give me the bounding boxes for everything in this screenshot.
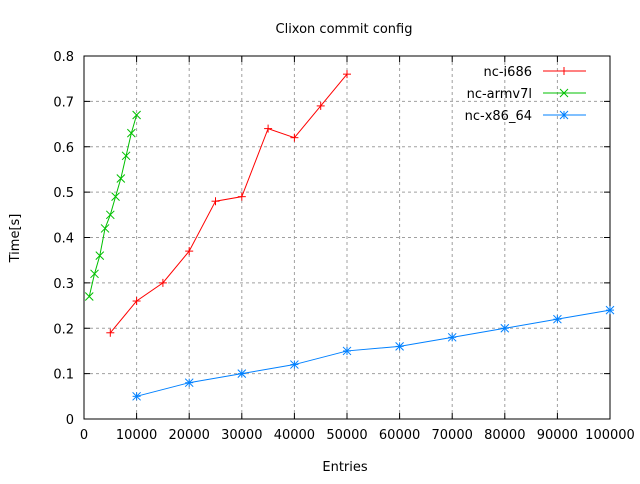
data-point-stroke: [121, 151, 131, 161]
x-tick-label: 50000: [326, 428, 367, 443]
data-point: [184, 378, 194, 388]
data-point-stroke: [116, 174, 126, 183]
data-point-stroke: [100, 224, 110, 233]
series-nc-armv7l: [84, 110, 141, 301]
data-point: [290, 133, 299, 142]
data-point-stroke: [605, 305, 615, 315]
data-point: [605, 305, 615, 315]
y-tick-label: 0: [66, 413, 74, 428]
data-point: [116, 174, 126, 183]
data-point-stroke: [184, 378, 194, 388]
x-tick-label: 80000: [484, 428, 525, 443]
legend-marker: [559, 110, 569, 120]
y-tick-label: 0.4: [53, 232, 74, 247]
data-point-stroke: [132, 391, 141, 401]
data-point: [264, 124, 273, 133]
data-point: [342, 346, 352, 356]
data-point-stroke: [395, 342, 404, 351]
series-group: [84, 70, 615, 401]
data-point-stroke: [553, 314, 562, 324]
chart-title: Clixon commit config: [276, 22, 413, 37]
data-point-stroke: [500, 323, 510, 333]
legend: nc-i686 nc-armv7l nc-x86_64: [465, 65, 586, 124]
x-axis-label: Entries: [322, 460, 368, 475]
y-tick-label: 0.7: [53, 95, 74, 110]
legend-label: nc-armv7l: [467, 87, 532, 102]
x-tick-label: 20000: [169, 428, 210, 443]
x-tick-label: 0: [80, 428, 88, 443]
x-tick-label: 10000: [116, 428, 157, 443]
y-tick-label: 0.3: [53, 277, 74, 292]
y-tick-label: 0.5: [53, 186, 74, 201]
data-point-stroke: [111, 192, 120, 202]
data-point-stroke: [95, 251, 105, 261]
x-tick-label: 60000: [379, 428, 420, 443]
data-point: [185, 247, 194, 256]
data-point: [316, 101, 325, 110]
y-axis-label: Time[s]: [8, 214, 23, 264]
data-point: [395, 342, 404, 351]
data-point-stroke: [90, 269, 99, 279]
data-point: [126, 128, 136, 138]
data-point: [343, 70, 351, 79]
data-point-stroke: [126, 128, 136, 138]
x-tick-label: 100000: [585, 428, 635, 443]
series-nc-x86_64: [132, 305, 615, 401]
data-point: [100, 224, 110, 233]
series-nc-i686: [106, 70, 351, 337]
data-point: [106, 328, 115, 337]
data-point: [132, 110, 141, 120]
series-line: [136, 309, 611, 397]
x-tick-label: 30000: [221, 428, 262, 443]
data-point: [95, 251, 105, 261]
data-point-stroke: [105, 210, 115, 220]
legend-marker-stroke: [559, 110, 569, 120]
y-tick-label: 0.2: [53, 322, 74, 337]
y-tick-label: 0.6: [53, 141, 74, 156]
data-point-stroke: [290, 360, 299, 369]
data-point: [111, 192, 120, 202]
grid: [84, 56, 610, 419]
ticks: 0 10000 20000 30000 40000 50000 60000 70000 8000…: [53, 50, 635, 443]
data-point: [132, 391, 141, 401]
data-point: [500, 323, 510, 333]
data-point: [211, 197, 220, 206]
data-point: [237, 192, 246, 201]
y-tick-label: 0.1: [53, 368, 74, 383]
data-point: [121, 151, 131, 161]
legend-marker: [559, 88, 569, 98]
legend-marker: [560, 67, 568, 75]
legend-label: nc-i686: [483, 65, 532, 80]
data-point-stroke: [237, 369, 247, 378]
x-tick-label: 40000: [274, 428, 315, 443]
data-point-stroke: [342, 346, 352, 356]
data-point: [90, 269, 99, 279]
data-point-stroke: [132, 110, 141, 120]
data-point-stroke: [84, 292, 94, 301]
data-point: [553, 314, 562, 324]
data-point: [105, 210, 115, 220]
series-line: [109, 73, 348, 334]
x-tick-label: 70000: [432, 428, 473, 443]
data-point: [132, 297, 141, 306]
series-line: [88, 114, 138, 297]
data-point: [237, 369, 247, 378]
legend-marker-stroke: [559, 88, 569, 98]
data-point: [290, 360, 299, 369]
data-point: [447, 332, 457, 342]
x-tick-label: 90000: [537, 428, 578, 443]
data-point: [84, 292, 94, 301]
data-point-stroke: [447, 332, 457, 342]
plot-frame: [83, 55, 611, 420]
y-tick-label: 0.8: [53, 50, 74, 65]
data-point: [158, 278, 167, 287]
legend-label: nc-x86_64: [465, 109, 532, 124]
